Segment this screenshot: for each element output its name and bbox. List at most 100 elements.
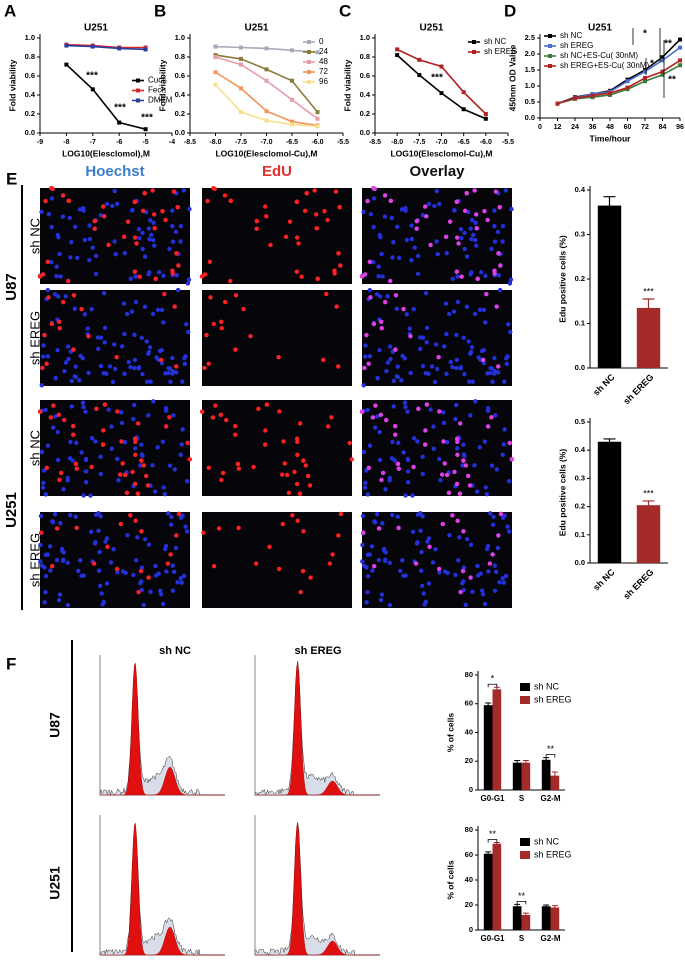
edu-cell xyxy=(395,461,401,467)
edu-cell xyxy=(330,552,335,557)
nucleus xyxy=(115,201,120,207)
y-tick-label: 0.2 xyxy=(575,274,585,283)
edu-cell xyxy=(57,325,62,331)
nucleus xyxy=(170,563,176,568)
nucleus xyxy=(367,287,373,293)
nucleus xyxy=(421,591,426,596)
legend-label: sh NC xyxy=(534,836,560,846)
nucleus xyxy=(165,370,171,376)
nucleus xyxy=(418,346,423,352)
nucleus xyxy=(399,207,405,212)
edu-cell xyxy=(44,465,50,471)
error-bar xyxy=(493,686,500,692)
edu-cell xyxy=(120,461,125,466)
nucleus xyxy=(500,576,505,581)
chart-title: U251 xyxy=(245,23,269,34)
nucleus xyxy=(38,513,44,519)
edu-cell xyxy=(40,365,45,371)
nucleus xyxy=(61,557,66,562)
edu-cell xyxy=(459,274,464,279)
bar xyxy=(483,853,493,930)
nucleus xyxy=(170,355,175,361)
edu-cell xyxy=(219,325,224,331)
nucleus xyxy=(461,335,466,341)
nucleus xyxy=(475,563,480,569)
nucleus xyxy=(178,576,183,581)
nucleus xyxy=(409,223,414,228)
nucleus xyxy=(93,512,99,518)
x-tick-label: 96 xyxy=(676,124,684,131)
edu-cell xyxy=(199,274,205,279)
nucleus xyxy=(369,544,375,549)
x-tick-label: -5.5 xyxy=(337,139,349,146)
edu-cell xyxy=(54,526,60,531)
nucleus xyxy=(391,378,397,384)
nucleus xyxy=(128,276,133,281)
data-point xyxy=(678,58,682,63)
nucleus xyxy=(405,409,410,414)
edu-cell xyxy=(101,204,106,209)
nucleus xyxy=(121,301,127,306)
edu-cell xyxy=(338,511,344,517)
micrograph xyxy=(37,399,192,498)
nucleus xyxy=(480,592,486,597)
nucleus xyxy=(450,276,455,281)
nucleus xyxy=(66,356,71,362)
nucleus xyxy=(163,408,169,413)
nucleus xyxy=(460,463,465,468)
edu-cell xyxy=(300,568,306,574)
nucleus xyxy=(78,558,83,563)
edu-cell xyxy=(44,361,49,366)
nucleus xyxy=(380,274,385,279)
nucleus xyxy=(112,239,117,244)
x-axis-label: Time/hour xyxy=(590,133,632,143)
legend-swatch xyxy=(548,34,552,38)
nucleus xyxy=(50,425,56,430)
nucleus xyxy=(139,452,145,457)
nucleus xyxy=(60,214,66,219)
nucleus xyxy=(415,253,421,259)
edu-cell xyxy=(301,529,306,534)
nucleus xyxy=(113,251,118,257)
edu-cell xyxy=(106,242,111,248)
edu-cell xyxy=(263,204,268,209)
nucleus xyxy=(384,368,389,374)
nucleus xyxy=(420,583,425,588)
edu-cell xyxy=(325,424,331,429)
edu-cell xyxy=(79,306,84,312)
nucleus xyxy=(372,519,377,524)
nucleus xyxy=(115,570,120,575)
legend-label: Cucl₂ xyxy=(148,76,167,85)
edu-cell xyxy=(322,209,327,214)
nucleus xyxy=(161,273,166,279)
nucleus xyxy=(475,573,481,578)
edu-cell xyxy=(447,219,453,224)
nucleus xyxy=(419,549,424,555)
edu-cell xyxy=(493,189,499,194)
nucleus xyxy=(370,568,375,573)
micrograph-background xyxy=(202,188,352,284)
nucleus xyxy=(457,535,462,540)
bar xyxy=(550,775,560,790)
nucleus xyxy=(45,287,51,293)
edu-cell xyxy=(379,319,384,325)
edu-cell xyxy=(233,347,238,352)
nucleus xyxy=(368,212,373,217)
edu-cell xyxy=(139,529,144,534)
edu-cell xyxy=(496,364,501,369)
edu-cell xyxy=(439,472,445,477)
series-line xyxy=(65,64,146,130)
data-point xyxy=(660,55,665,60)
nucleus xyxy=(146,272,151,277)
edu-cell xyxy=(145,483,151,488)
micrograph-background xyxy=(40,400,190,496)
edu-cell xyxy=(102,214,107,219)
x-tick-label: -8.0 xyxy=(209,139,221,146)
nucleus xyxy=(184,478,190,484)
nucleus xyxy=(475,489,480,494)
edu-cell xyxy=(222,299,228,305)
nucleus xyxy=(39,449,45,455)
nucleus xyxy=(505,524,510,529)
nucleus xyxy=(120,569,126,574)
